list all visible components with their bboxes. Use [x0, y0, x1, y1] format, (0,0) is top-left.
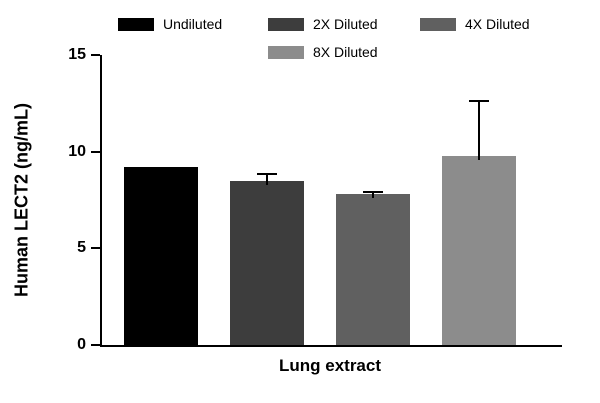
legend-label: 2X Diluted	[313, 16, 378, 32]
y-axis-tick-label: 15	[68, 46, 86, 63]
y-axis-tick-label: 0	[77, 336, 86, 353]
y-axis-tick	[91, 150, 100, 153]
legend-swatch	[268, 17, 304, 31]
legend-swatch	[268, 45, 304, 59]
error-bar	[372, 191, 374, 198]
bar-undiluted	[124, 167, 198, 345]
legend-label: Undiluted	[163, 16, 223, 32]
bar-4x-diluted	[336, 194, 410, 345]
error-bar-cap	[363, 191, 383, 193]
bar-2x-diluted	[230, 181, 304, 345]
legend-item: Undiluted	[118, 16, 268, 32]
legend-item: 2X Diluted	[268, 16, 420, 32]
error-bar	[266, 173, 268, 185]
bar-8x-diluted	[442, 156, 516, 345]
legend-label: 8X Diluted	[313, 44, 378, 60]
y-axis-tick-label: 10	[68, 142, 86, 160]
legend-label: 4X Diluted	[465, 16, 530, 32]
y-axis-tick	[91, 344, 100, 346]
chart-legend: Undiluted 2X Diluted 4X Diluted 8X Diluted	[118, 16, 560, 60]
y-axis-tick	[91, 54, 100, 56]
x-axis-label: Lung extract	[278, 356, 382, 375]
legend-swatch	[420, 17, 456, 31]
legend-item: 4X Diluted	[420, 16, 560, 32]
y-axis-tick	[91, 247, 100, 250]
legend-swatch	[118, 17, 154, 31]
y-axis-tick-label: 5	[77, 239, 86, 257]
error-bar-cap	[469, 100, 489, 102]
error-bar	[478, 100, 480, 160]
error-bar-cap	[257, 173, 277, 175]
plot-area: 0 5 10 15	[68, 46, 562, 353]
y-axis-label: Human LECT2 (ng/mL)	[11, 103, 32, 297]
legend-item: 8X Diluted	[268, 44, 420, 60]
